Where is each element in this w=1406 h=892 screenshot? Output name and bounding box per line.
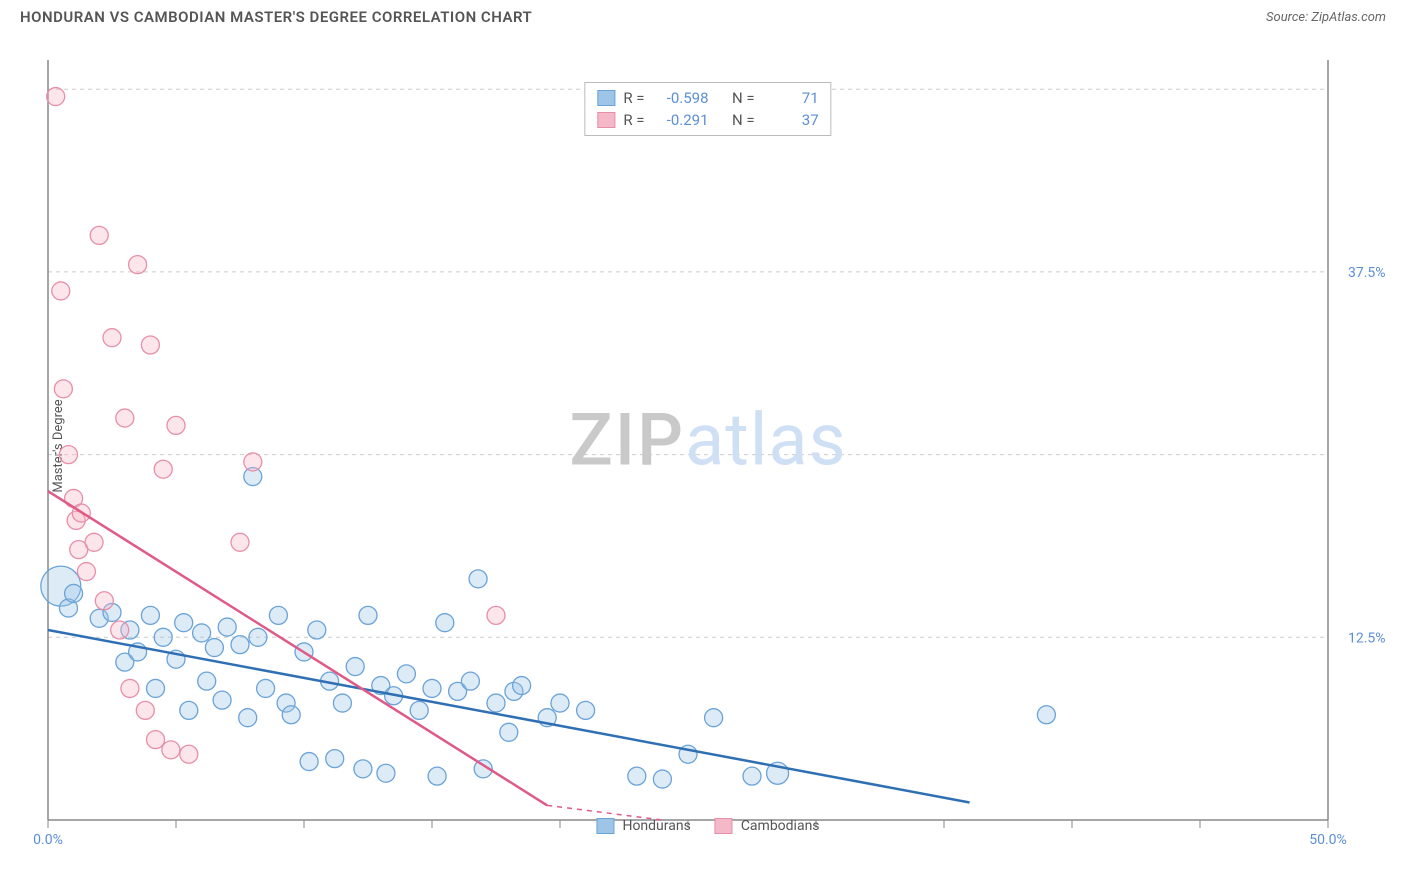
- chart-area: 12.5%37.5%0.0%50.0% ZIPatlas R = -0.598 …: [48, 40, 1368, 840]
- stats-r-label-1: R =: [623, 111, 644, 129]
- legend-swatch-1: [715, 818, 733, 834]
- svg-text:0.0%: 0.0%: [33, 832, 63, 848]
- legend-label-0: Hondurans: [622, 818, 690, 834]
- legend-item-1: Cambodians: [715, 818, 820, 834]
- stats-n-value-0: 71: [763, 89, 819, 107]
- legend-item-0: Hondurans: [596, 818, 690, 834]
- stats-r-value-1: -0.291: [653, 111, 709, 129]
- stats-swatch-1: [597, 112, 615, 128]
- stats-n-value-1: 37: [763, 111, 819, 129]
- stats-row-1: R = -0.291 N = 37: [597, 109, 818, 131]
- stats-n-label-0: N =: [732, 89, 755, 107]
- legend-swatch-0: [596, 818, 614, 834]
- stats-row-0: R = -0.598 N = 71: [597, 87, 818, 109]
- svg-text:12.5%: 12.5%: [1348, 630, 1386, 646]
- stats-box: R = -0.598 N = 71 R = -0.291 N = 37: [584, 82, 831, 136]
- scatter-plot: 12.5%37.5%0.0%50.0%: [48, 40, 1368, 840]
- stats-r-label-0: R =: [623, 89, 644, 107]
- stats-n-label-1: N =: [732, 111, 755, 129]
- chart-title: HONDURAN VS CAMBODIAN MASTER'S DEGREE CO…: [20, 8, 532, 26]
- stats-r-value-0: -0.598: [653, 89, 709, 107]
- svg-text:37.5%: 37.5%: [1348, 265, 1386, 281]
- stats-swatch-0: [597, 90, 615, 106]
- legend-label-1: Cambodians: [741, 818, 820, 834]
- legend: Hondurans Cambodians: [596, 818, 819, 834]
- source-label: Source: ZipAtlas.com: [1266, 10, 1386, 25]
- svg-text:50.0%: 50.0%: [1309, 832, 1347, 848]
